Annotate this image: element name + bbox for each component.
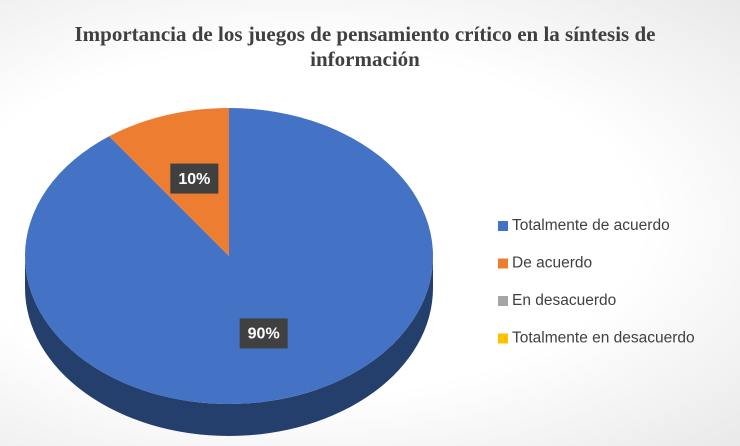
label-box xyxy=(170,163,219,194)
chart-title: Importancia de los juegos de pensamiento… xyxy=(74,22,656,71)
legend-swatch xyxy=(498,221,508,231)
legend-swatch xyxy=(498,296,508,306)
data-label: 10% xyxy=(178,171,210,188)
legend-label: Totalmente en desacuerdo xyxy=(512,330,695,347)
legend-swatch xyxy=(498,258,508,269)
legend-label: En desacuerdo xyxy=(512,292,616,309)
legend-swatch xyxy=(498,333,508,344)
legend-label: Totalmente de acuerdo xyxy=(512,217,670,234)
data-label: 90% xyxy=(248,326,280,343)
pie-slice xyxy=(109,108,229,256)
pie-side xyxy=(25,256,433,436)
legend-label: De acuerdo xyxy=(512,255,592,272)
label-box xyxy=(239,318,288,349)
